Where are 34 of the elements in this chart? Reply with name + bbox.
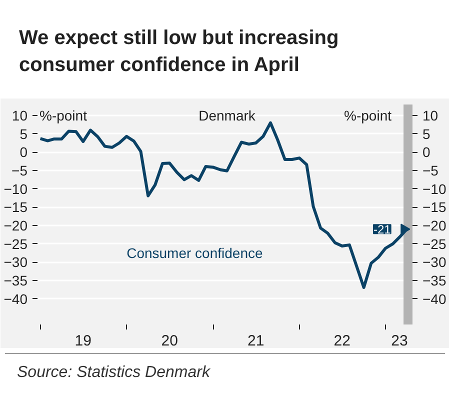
- y-tick-label: −5: [12, 162, 28, 178]
- x-tick-label: 19: [74, 332, 92, 350]
- y2-tick-label: −30: [422, 254, 446, 270]
- y2-tick-label: −35: [422, 272, 446, 288]
- y-tick-label: 5: [20, 126, 28, 142]
- x-tick-label: 22: [334, 332, 350, 350]
- y2-tick-label: −20: [422, 218, 446, 234]
- y2-tick-label: −40: [422, 290, 446, 307]
- y-tick-label: −10: [4, 180, 28, 197]
- y-tick-label: 0: [20, 144, 28, 160]
- y2-tick-label: −15: [422, 199, 446, 216]
- y2-tick-label: 5: [422, 126, 430, 142]
- y2-axis-title: %-point: [344, 108, 392, 124]
- y-tick-label: −15: [4, 199, 28, 216]
- data-label: -21: [373, 222, 392, 237]
- y-tick-label: −30: [4, 254, 28, 270]
- y-tick-label: −40: [4, 290, 28, 307]
- annotation: Denmark: [198, 108, 256, 124]
- x-tick-label: 20: [161, 332, 178, 350]
- y-tick-label: 10: [12, 108, 28, 124]
- text: Consumer confidence: [126, 245, 263, 261]
- source-note: Source: Statistics Denmark: [17, 363, 210, 383]
- chart-title: We expect still low but increasing consumer confidence in April: [19, 26, 340, 78]
- y2-tick-label: −25: [422, 236, 446, 252]
- y2-tick-label: −10: [422, 180, 446, 197]
- y2-tick-label: 0: [422, 144, 430, 160]
- y-tick-label: −20: [4, 218, 28, 234]
- x-tick-label: 21: [247, 332, 264, 350]
- y2-tick-label: −5: [422, 162, 439, 178]
- y-axis-title: %-point: [40, 108, 88, 124]
- y2-tick-label: 10: [422, 108, 438, 124]
- x-tick-label: 23: [391, 332, 408, 350]
- y-tick-label: −35: [4, 272, 28, 288]
- y-tick-label: −25: [4, 236, 28, 252]
